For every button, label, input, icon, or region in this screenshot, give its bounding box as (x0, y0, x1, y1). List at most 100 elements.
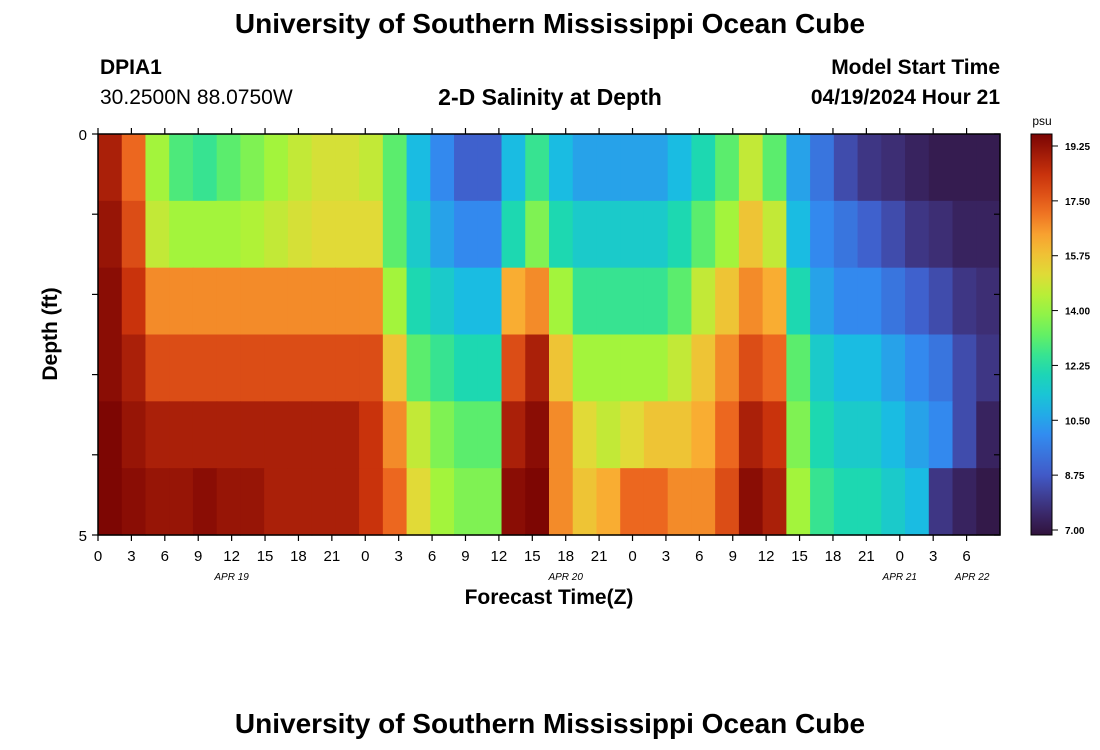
heatmap-cell (359, 468, 384, 536)
heatmap-cell (382, 468, 408, 536)
heatmap-cell (98, 134, 123, 202)
heatmap-cell (192, 200, 218, 269)
heatmap-cell (833, 200, 859, 269)
heatmap-cell (382, 200, 408, 269)
heatmap-cell (667, 267, 693, 336)
heatmap-cell (667, 134, 693, 202)
heatmap-cell (620, 267, 645, 336)
heatmap-cell (572, 267, 598, 336)
heatmap-cell (786, 334, 811, 402)
heatmap-cell (382, 401, 408, 469)
x-tick-label: 0 (628, 548, 636, 565)
heatmap-cell (359, 401, 384, 469)
heatmap-cell (715, 134, 740, 202)
heatmap-cell (952, 401, 977, 469)
heatmap-cell (406, 401, 431, 469)
heatmap-cell (952, 200, 977, 269)
heatmap-cell (596, 334, 621, 402)
heatmap-cell (833, 401, 859, 469)
heatmap-cell (121, 267, 147, 336)
heatmap-cell (857, 267, 882, 336)
heatmap-cell (549, 334, 574, 402)
heatmap-cell (952, 267, 977, 336)
heatmap-cell (928, 134, 954, 202)
heatmap-cell (643, 267, 669, 336)
heatmap-cell (145, 267, 170, 336)
heatmap-cell (691, 468, 716, 536)
heatmap-cell (477, 267, 503, 336)
heatmap-cell (952, 468, 977, 536)
x-tick-label: 21 (324, 548, 341, 565)
heatmap-cell (240, 334, 265, 402)
heatmap-cell (738, 401, 764, 469)
heatmap-cell (335, 267, 360, 336)
heatmap-cell (833, 334, 859, 402)
heatmap-cell (501, 401, 526, 469)
heatmap-cell (216, 267, 242, 336)
x-tick-label: 12 (758, 548, 775, 565)
heatmap-cell (786, 267, 811, 336)
heatmap-cell (169, 267, 194, 336)
heatmap-cell (881, 334, 906, 402)
x-tick-label: 3 (929, 548, 937, 565)
heatmap-cell (905, 468, 930, 536)
x-tick-label: 6 (962, 548, 970, 565)
heatmap-cell (145, 334, 170, 402)
heatmap-cell (881, 200, 906, 269)
heatmap-cell (691, 200, 716, 269)
heatmap-cell (98, 334, 123, 402)
heatmap-cell (169, 334, 194, 402)
heatmap-cell (264, 468, 289, 536)
heatmap-cell (928, 200, 954, 269)
heatmap-cell (145, 200, 170, 269)
x-tick-label: 0 (896, 548, 904, 565)
heatmap-cell (98, 267, 123, 336)
heatmap-cell (738, 200, 764, 269)
heatmap-cell (121, 134, 147, 202)
heatmap-cell (98, 468, 123, 536)
heatmap-cell (643, 468, 669, 536)
heatmap-cell (525, 468, 550, 536)
heatmap-cell (525, 334, 550, 402)
heatmap-cell (454, 468, 479, 536)
heatmap-cell (928, 468, 954, 536)
page-title: University of Southern Mississippi Ocean… (234, 8, 866, 39)
salinity-heatmap-chart: 0 3 6 9 12 15 18 21 0 3 6 9 12 15 18 21 0 3 6 9 12 15 18 21 0 3 6 … (39, 114, 1090, 609)
heatmap-cell (905, 267, 930, 336)
heatmap-cell (762, 267, 787, 336)
heatmap-cell (620, 200, 645, 269)
heatmap-cell (928, 401, 954, 469)
heatmap-cell (549, 200, 574, 269)
heatmap-cell (501, 468, 526, 536)
heatmap-cell (311, 468, 336, 536)
heatmap-cell (240, 200, 265, 269)
heatmap-cell (572, 134, 598, 202)
heatmap-cell (477, 134, 503, 202)
heatmap-cell (382, 267, 408, 336)
heatmap-cell (477, 334, 503, 402)
heatmap-cell (857, 401, 882, 469)
heatmap-cell (240, 267, 265, 336)
heatmap-cell (810, 200, 835, 269)
heatmap-cell (976, 134, 1001, 202)
heatmap-cell (881, 401, 906, 469)
heatmap-cell (454, 134, 479, 202)
heatmap-cell (715, 200, 740, 269)
heatmap-cell (98, 401, 123, 469)
station-id: DPIA1 (100, 56, 162, 79)
heatmap-cell (549, 401, 574, 469)
heatmap-cell (691, 401, 716, 469)
heatmap-cell (525, 200, 550, 269)
heatmap-cell (335, 334, 360, 402)
heatmap-cell (311, 267, 336, 336)
heatmap-cell (192, 134, 218, 202)
heatmap-cell (240, 134, 265, 202)
colorbar-tick-label: 14.00 (1065, 307, 1090, 318)
heatmap-cell (810, 334, 835, 402)
x-tick-label: 0 (94, 548, 102, 565)
heatmap-cell (240, 468, 265, 536)
heatmap-cell (430, 134, 455, 202)
heatmap-cell (715, 468, 740, 536)
heatmap-cell (264, 267, 289, 336)
x-tick-label: 18 (825, 548, 842, 565)
